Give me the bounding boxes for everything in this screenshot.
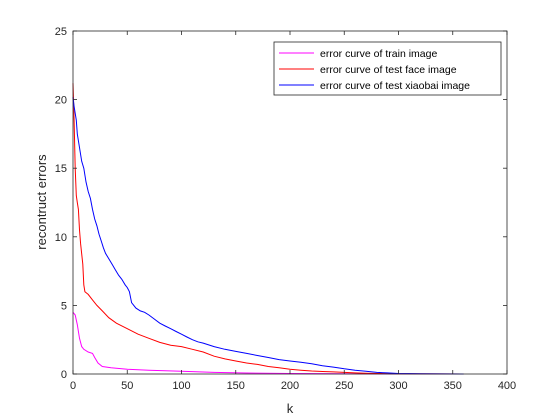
series-line-1	[72, 311, 464, 375]
series-lines	[72, 83, 464, 375]
y-tick-label: 10	[55, 232, 67, 244]
y-axis-label: recontruct errors	[34, 154, 49, 250]
y-tick-label: 0	[61, 369, 67, 381]
x-tick-label: 50	[121, 380, 133, 392]
y-tick-label: 15	[55, 163, 67, 175]
legend-label: error curve of test face image	[320, 64, 457, 76]
series-line-2	[72, 83, 464, 375]
legend-label: error curve of train image	[320, 48, 437, 60]
x-tick-label: 300	[389, 380, 407, 392]
series-line-3	[72, 96, 464, 375]
y-tick-label: 5	[61, 300, 67, 312]
x-tick-label: 150	[227, 380, 245, 392]
x-tick-label: 350	[444, 380, 462, 392]
x-tick-label: 0	[70, 380, 76, 392]
x-tick-label: 200	[281, 380, 299, 392]
x-tick-label: 400	[498, 380, 516, 392]
x-tick-label: 100	[172, 380, 190, 392]
axes: 0 50 100 150 200 250 300 350 400 0 5 10 15 20 25	[55, 26, 516, 392]
y-tick-label: 20	[55, 95, 67, 107]
y-tick-label: 25	[55, 26, 67, 38]
legend-label: error curve of test xiaobai image	[320, 80, 470, 92]
legend: error curve of train image error curve of…	[273, 41, 502, 96]
x-tick-label: 250	[335, 380, 353, 392]
x-axis-label: k	[287, 401, 294, 416]
